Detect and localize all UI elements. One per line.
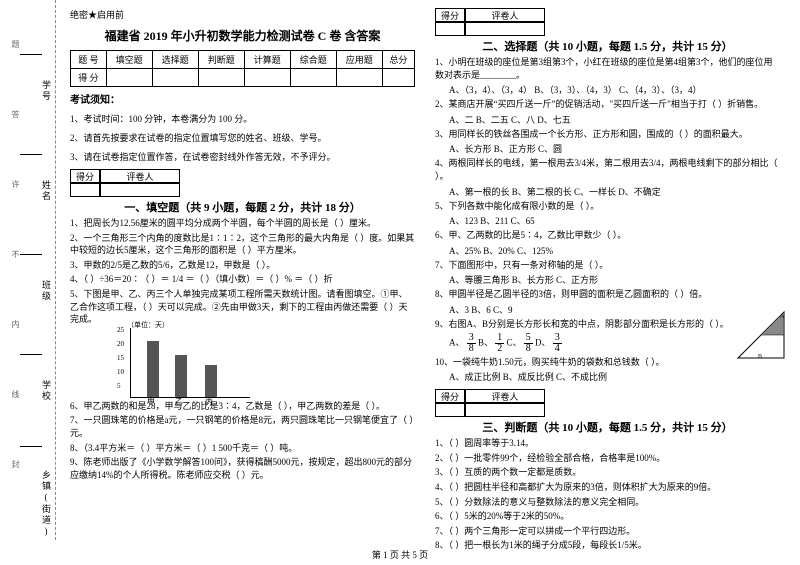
- q: 3、用同样长的铁丝各围成一个长方形、正方形和圆，围成的（ ）的面积最大。: [435, 128, 780, 141]
- q: 2、一个三角形三个内角的度数比是1∶1∶2，这个三角形的最大内角是（ ）度。如果…: [70, 232, 415, 257]
- q: 8、（3.4平方米＝（ ）平方米＝（ ）1 500千克＝（ ）吨。: [70, 442, 415, 455]
- bar-jia: [147, 341, 159, 397]
- notice-item: 2、请首先按要求在试卷的指定位置填写您的姓名、班级、学号。: [70, 131, 415, 144]
- q: 4、（ ）÷36＝20∶（ ）＝ 1/4 ＝（ ）（填小数）＝（ ）% ＝（ ）…: [70, 273, 415, 286]
- notice-heading: 考试须知：: [70, 91, 415, 106]
- svg-text:A: A: [780, 314, 785, 320]
- notice-item: 1、考试时间：100 分钟，本卷满分为 100 分。: [70, 112, 415, 125]
- section1-title: 一、填空题（共 9 小题，每题 2 分，共计 18 分）: [70, 199, 415, 215]
- q: 6、（ ）5米的20%等于2米的50%。: [435, 510, 780, 523]
- opts: A、25% B、20% C、125%: [449, 244, 780, 257]
- score-row-label: 得 分: [71, 69, 107, 87]
- section3-title: 三、判断题（共 10 小题，每题 1.5 分，共计 15 分）: [435, 419, 780, 435]
- mini-score-box: 得分 评卷人: [70, 169, 415, 183]
- q: 2、某商店开展“买四斤送一斤”的促销活动，"买四斤送一斤"相当于打（ ）折销售。: [435, 98, 780, 111]
- q: 6、甲、乙两数的比是5∶4，乙数比甲数少（ ）。: [435, 229, 780, 242]
- opts: A、3 B、6 C、9: [449, 303, 780, 316]
- q: 5、下列各数中能化成有限小数的是（ ）。: [435, 200, 780, 213]
- q: 6、甲乙两数的和是28，甲与乙的比是3∶4，乙数是（ ），甲乙两数的差是（ ）。: [70, 400, 415, 413]
- opts: A、成正比例 B、成反比例 C、不成比例: [449, 370, 780, 383]
- q: 1、把周长为12.56厘米的圆平均分成两个半圆，每个半圆的周长是（ ）厘米。: [70, 217, 415, 230]
- spine-school: 学校: [40, 380, 53, 402]
- opts: A、第一根的长 B、第二根的长 C、一样长 D、不确定: [449, 185, 780, 198]
- q: 10、一袋纯牛奶1.50元，购买纯牛奶的袋数和总钱数（ ）。: [435, 356, 780, 369]
- notice-item: 3、请在试卷指定位置作答，在试卷密封线外作答无效，不予评分。: [70, 150, 415, 163]
- q: 3、甲数的2/5是乙数的5/6，乙数是12，甲数是（ ）。: [70, 259, 415, 272]
- score-col: 填空题: [106, 51, 152, 69]
- q: 7、（ ）两个三角形一定可以拼成一个平行四边形。: [435, 525, 780, 538]
- page-footer: 第 1 页 共 5 页: [0, 548, 800, 561]
- opts: A、二 B、二五 C、八 D、七五: [449, 113, 780, 126]
- score-table: 题 号 填空题 选择题 判断题 计算题 综合题 应用题 总分 得 分: [70, 50, 415, 87]
- q: 3、（ ）互质的两个数一定都是质数。: [435, 466, 780, 479]
- q: 1、（ ）圆周率等于3.14。: [435, 437, 780, 450]
- spine-township: 乡镇(街道): [40, 470, 53, 538]
- opts: A、长方形 B、正方形 C、圆: [449, 142, 780, 155]
- score-col: 题 号: [71, 51, 107, 69]
- paper-title: 福建省 2019 年小升初数学能力检测试卷 C 卷 含答案: [70, 27, 415, 44]
- opts: A、123 B、211 C、65: [449, 214, 780, 227]
- triangle-figure: other A B: [736, 310, 786, 360]
- q: 7、下面图形中，只有一条对称轴的是（ ）。: [435, 259, 780, 272]
- q: 9、陈老师出版了《小学数学解答100问》，获得稿酬5000元，按规定，超出800…: [70, 456, 415, 481]
- score-col: 计算题: [244, 51, 290, 69]
- left-column: 绝密★启用前 福建省 2019 年小升初数学能力检测试卷 C 卷 含答案 题 号…: [60, 8, 425, 540]
- q: 2、（ ）一批零件99个，经检验全部合格，合格率是100%。: [435, 452, 780, 465]
- q: 5、（ ）分数除法的意义与整数除法的意义完全相同。: [435, 496, 780, 509]
- spine-name: 姓名: [40, 180, 53, 202]
- notice-block: 1、考试时间：100 分钟，本卷满分为 100 分。 2、请首先按要求在试卷的指…: [70, 112, 415, 163]
- score-col: 选择题: [152, 51, 198, 69]
- section2-title: 二、选择题（共 10 小题，每题 1.5 分，共计 15 分）: [435, 38, 780, 54]
- spine-id: 学号: [40, 80, 53, 102]
- bar-chart: （单位：天） 25 20 15 10 5 甲 乙 丙: [130, 328, 250, 398]
- opts-fractions: A、 38 B、 12 C、 58 D、 34: [449, 333, 780, 354]
- bar-bing: [205, 365, 217, 397]
- q: 7、一只圆珠笔的价格是a元，一只钢笔的价格是8元，两只圆珠笔比一只钢笔便宜了（ …: [70, 414, 415, 439]
- score-col: 总分: [382, 51, 414, 69]
- q: 5、下图是甲、乙、丙三个人单独完成某项工程所需天数统计图。请看图填空。①甲、乙合…: [70, 288, 415, 326]
- mini-score-box: 得分 评卷人: [435, 389, 780, 403]
- spine-class: 班级: [40, 280, 53, 302]
- opts: A、（3，4）、（3，4） B、（3，3）、（4，3） C、（4，3）、（3，4…: [449, 83, 780, 96]
- score-col: 判断题: [198, 51, 244, 69]
- chart-unit: （单位：天）: [127, 320, 169, 330]
- page: 绝密★启用前 福建省 2019 年小升初数学能力检测试卷 C 卷 含答案 题 号…: [0, 0, 800, 540]
- right-column: 得分 评卷人 二、选择题（共 10 小题，每题 1.5 分，共计 15 分） 1…: [425, 8, 790, 540]
- q: 4、两根同样长的电线，第一根用去3/4米，第二根用去3/4，两根电线剩下的部分相…: [435, 157, 780, 182]
- confidential-label: 绝密★启用前: [70, 8, 415, 21]
- q: 8、甲圆半径是乙圆半径的3倍，则甲圆的面积是乙圆面积的（ ）倍。: [435, 288, 780, 301]
- bar-yi: [175, 355, 187, 397]
- svg-text:B: B: [758, 354, 762, 360]
- score-col: 综合题: [290, 51, 336, 69]
- mini-score-box: 得分 评卷人: [435, 8, 780, 22]
- score-col: 应用题: [336, 51, 382, 69]
- q: 1、小明在班级的座位是第3组第3个，小红在班级的座位是第4组第3个，他们的座位用…: [435, 56, 780, 81]
- opts: A、等腰三角形 B、长方形 C、正方形: [449, 273, 780, 286]
- q: 4、（ ）把圆柱半径和高都扩大为原来的3倍，则体积扩大为原来的9倍。: [435, 481, 780, 494]
- binding-spine: 乡镇(街道) 学校 班级 姓名 学号 封 线 内 不 许 答 题: [0, 0, 56, 540]
- q: 9、右图A、B分别是长方形长和宽的中点，阴影部分面积是长方形的（ ）。: [435, 318, 780, 331]
